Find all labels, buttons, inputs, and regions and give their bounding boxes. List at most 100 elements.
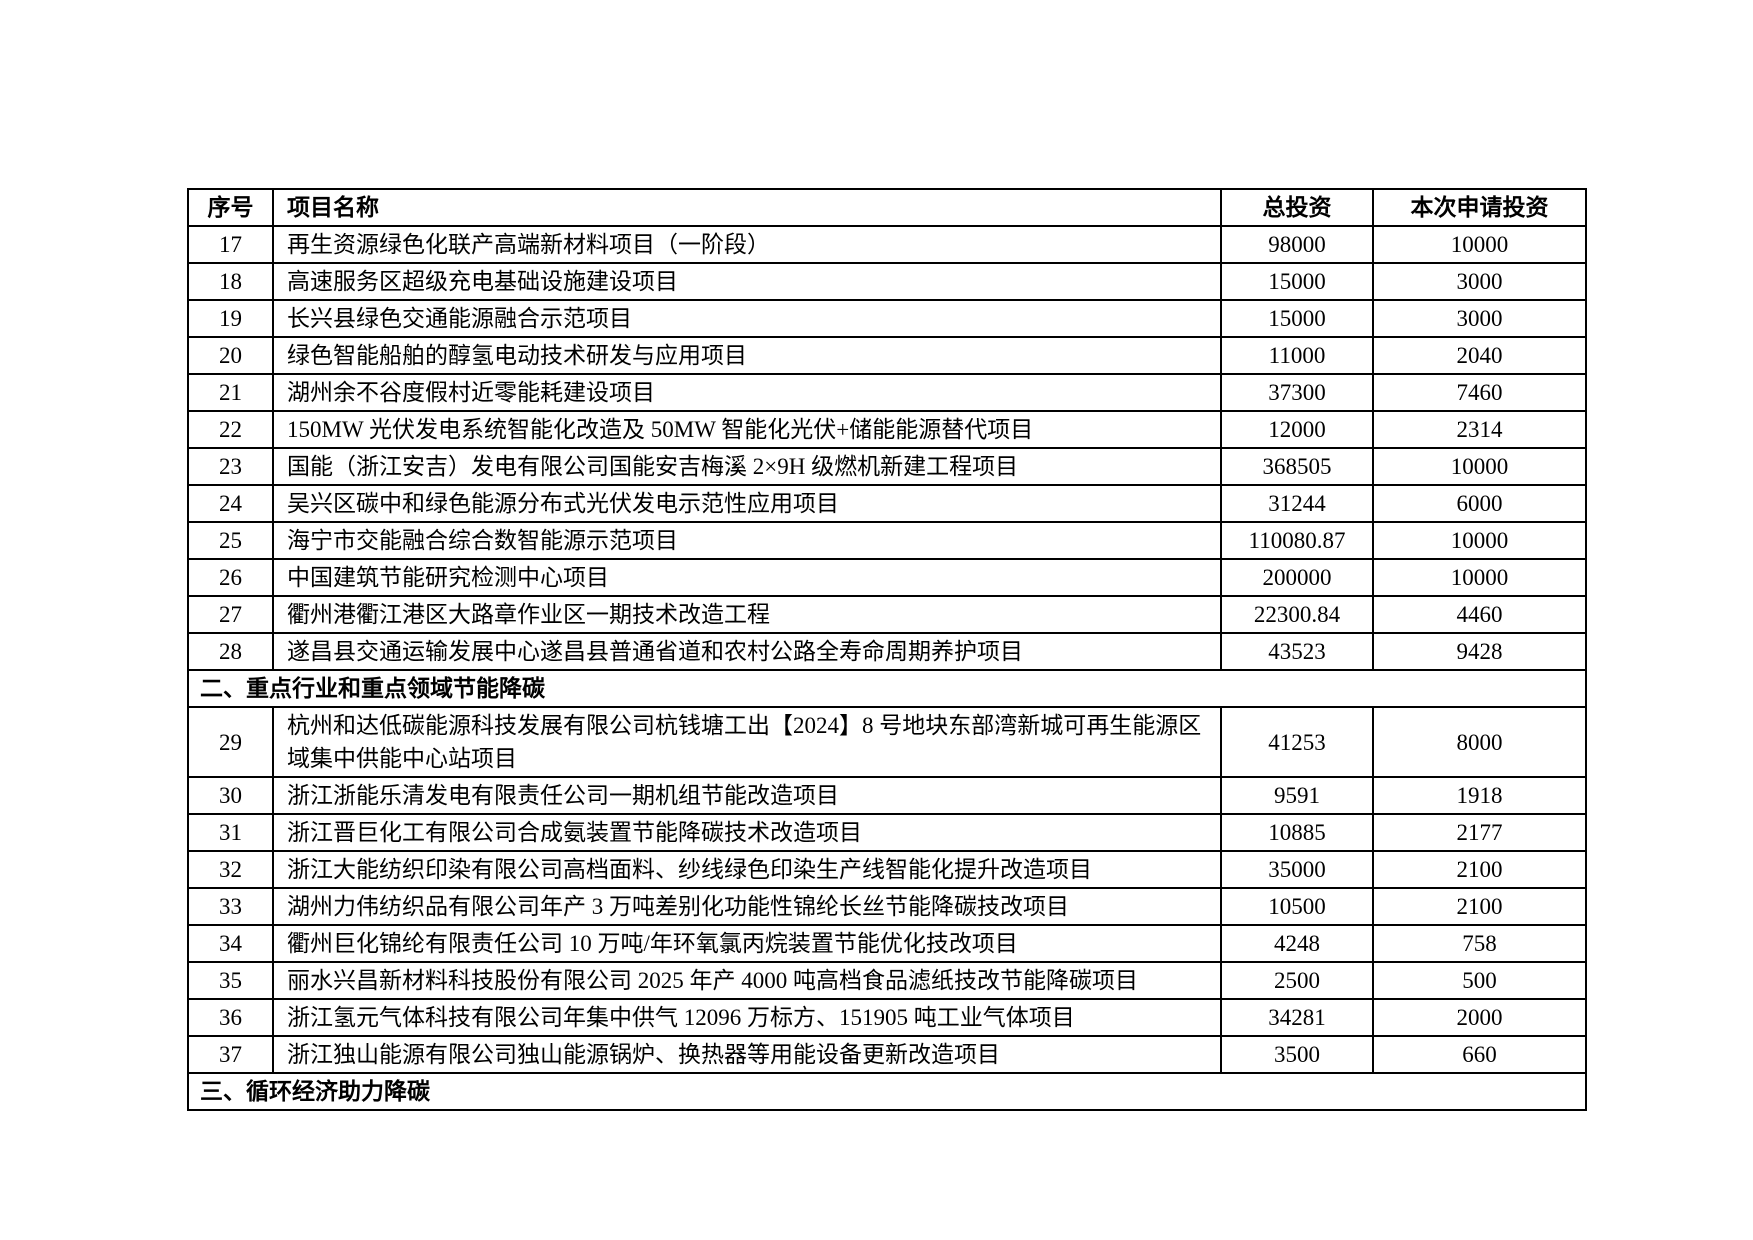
project-name-cell: 浙江大能纺织印染有限公司高档面料、纱线绿色印染生产线智能化提升改造项目 [272, 850, 1222, 889]
applied-investment-cell: 9428 [1372, 632, 1587, 671]
project-name-cell: 湖州力伟纺织品有限公司年产 3 万吨差别化功能性锦纶长丝节能降碳技改项目 [272, 887, 1222, 926]
total-investment-cell: 34281 [1220, 998, 1374, 1037]
table-row-28: 28 遂昌县交通运输发展中心遂昌县普通省道和农村公路全寿命周期养护项目 43523 9… [187, 632, 1587, 671]
row-index-cell: 22 [187, 410, 274, 449]
applied-investment-cell: 500 [1372, 961, 1587, 1000]
row-index-cell: 30 [187, 776, 274, 815]
applied-investment-cell: 1918 [1372, 776, 1587, 815]
applied-investment-cell: 10000 [1372, 558, 1587, 597]
applied-investment-cell: 2000 [1372, 998, 1587, 1037]
table-row-35: 35 丽水兴昌新材料科技股份有限公司 2025 年产 4000 吨高档食品滤纸技改… [187, 961, 1587, 1000]
project-name-cell: 长兴县绿色交通能源融合示范项目 [272, 299, 1222, 338]
section-header-label: 二、重点行业和重点领域节能降碳 [187, 669, 1587, 708]
table-row-26: 26 中国建筑节能研究检测中心项目 200000 10000 [187, 558, 1587, 597]
table-row-19: 19 长兴县绿色交通能源融合示范项目 15000 3000 [187, 299, 1587, 338]
total-investment-cell: 12000 [1220, 410, 1374, 449]
col-header-name: 项目名称 [272, 188, 1222, 227]
row-index-cell: 36 [187, 998, 274, 1037]
table-body: 17 再生资源绿色化联产高端新材料项目（一阶段） 98000 10000 18 高速服务区… [187, 225, 1587, 1111]
table-row-30: 30 浙江浙能乐清发电有限责任公司一期机组节能改造项目 9591 1918 [187, 776, 1587, 815]
project-name-cell: 浙江浙能乐清发电有限责任公司一期机组节能改造项目 [272, 776, 1222, 815]
project-name-cell: 丽水兴昌新材料科技股份有限公司 2025 年产 4000 吨高档食品滤纸技改节能… [272, 961, 1222, 1000]
applied-investment-cell: 10000 [1372, 225, 1587, 264]
project-name-cell: 国能（浙江安吉）发电有限公司国能安吉梅溪 2×9H 级燃机新建工程项目 [272, 447, 1222, 486]
total-investment-cell: 22300.84 [1220, 595, 1374, 634]
table-row-37: 37 浙江独山能源有限公司独山能源锅炉、换热器等用能设备更新改造项目 3500 660 [187, 1035, 1587, 1074]
section-header-row: 三、循环经济助力降碳 [187, 1072, 1587, 1111]
applied-investment-cell: 2100 [1372, 887, 1587, 926]
col-header-no: 序号 [187, 188, 274, 227]
applied-investment-cell: 4460 [1372, 595, 1587, 634]
table-row-34: 34 衢州巨化锦纶有限责任公司 10 万吨/年环氧氯丙烷装置节能优化技改项目 424… [187, 924, 1587, 963]
row-index-cell: 29 [187, 706, 274, 778]
total-investment-cell: 98000 [1220, 225, 1374, 264]
row-index-cell: 32 [187, 850, 274, 889]
table-row-17: 17 再生资源绿色化联产高端新材料项目（一阶段） 98000 10000 [187, 225, 1587, 264]
table-row-31: 31 浙江晋巨化工有限公司合成氨装置节能降碳技术改造项目 10885 2177 [187, 813, 1587, 852]
project-name-cell: 衢州港衢江港区大路章作业区一期技术改造工程 [272, 595, 1222, 634]
applied-investment-cell: 10000 [1372, 447, 1587, 486]
applied-investment-cell: 6000 [1372, 484, 1587, 523]
applied-investment-cell: 7460 [1372, 373, 1587, 412]
row-index-cell: 26 [187, 558, 274, 597]
project-name-cell: 浙江氢元气体科技有限公司年集中供气 12096 万标方、151905 吨工业气体… [272, 998, 1222, 1037]
total-investment-cell: 11000 [1220, 336, 1374, 375]
project-name-cell: 海宁市交能融合综合数智能源示范项目 [272, 521, 1222, 560]
total-investment-cell: 200000 [1220, 558, 1374, 597]
row-index-cell: 34 [187, 924, 274, 963]
applied-investment-cell: 3000 [1372, 262, 1587, 301]
table-row-33: 33 湖州力伟纺织品有限公司年产 3 万吨差别化功能性锦纶长丝节能降碳技改项目 10… [187, 887, 1587, 926]
row-index-cell: 31 [187, 813, 274, 852]
total-investment-cell: 15000 [1220, 262, 1374, 301]
total-investment-cell: 10500 [1220, 887, 1374, 926]
project-name-cell: 浙江晋巨化工有限公司合成氨装置节能降碳技术改造项目 [272, 813, 1222, 852]
row-index-cell: 21 [187, 373, 274, 412]
total-investment-cell: 9591 [1220, 776, 1374, 815]
section-header-label: 三、循环经济助力降碳 [187, 1072, 1587, 1111]
applied-investment-cell: 8000 [1372, 706, 1587, 778]
applied-investment-cell: 10000 [1372, 521, 1587, 560]
section-header-row: 二、重点行业和重点领域节能降碳 [187, 669, 1587, 708]
table-row-21: 21 湖州余不谷度假村近零能耗建设项目 37300 7460 [187, 373, 1587, 412]
project-name-cell: 衢州巨化锦纶有限责任公司 10 万吨/年环氧氯丙烷装置节能优化技改项目 [272, 924, 1222, 963]
table-row-32: 32 浙江大能纺织印染有限公司高档面料、纱线绿色印染生产线智能化提升改造项目 350… [187, 850, 1587, 889]
total-investment-cell: 10885 [1220, 813, 1374, 852]
total-investment-cell: 41253 [1220, 706, 1374, 778]
col-header-applied: 本次申请投资 [1372, 188, 1587, 227]
total-investment-cell: 4248 [1220, 924, 1374, 963]
table-row-36: 36 浙江氢元气体科技有限公司年集中供气 12096 万标方、151905 吨工业… [187, 998, 1587, 1037]
project-name-cell: 浙江独山能源有限公司独山能源锅炉、换热器等用能设备更新改造项目 [272, 1035, 1222, 1074]
row-index-cell: 28 [187, 632, 274, 671]
project-name-cell: 湖州余不谷度假村近零能耗建设项目 [272, 373, 1222, 412]
project-name-cell: 遂昌县交通运输发展中心遂昌县普通省道和农村公路全寿命周期养护项目 [272, 632, 1222, 671]
applied-investment-cell: 660 [1372, 1035, 1587, 1074]
total-investment-cell: 37300 [1220, 373, 1374, 412]
applied-investment-cell: 3000 [1372, 299, 1587, 338]
table-row-22: 22 150MW 光伏发电系统智能化改造及 50MW 智能化光伏+储能能源替代项目… [187, 410, 1587, 449]
total-investment-cell: 15000 [1220, 299, 1374, 338]
table-row-23: 23 国能（浙江安吉）发电有限公司国能安吉梅溪 2×9H 级燃机新建工程项目 368… [187, 447, 1587, 486]
table-header-row: 序号 项目名称 总投资 本次申请投资 [187, 188, 1587, 227]
project-name-cell: 150MW 光伏发电系统智能化改造及 50MW 智能化光伏+储能能源替代项目 [272, 410, 1222, 449]
total-investment-cell: 43523 [1220, 632, 1374, 671]
table-row-20: 20 绿色智能船舶的醇氢电动技术研发与应用项目 11000 2040 [187, 336, 1587, 375]
project-name-cell: 中国建筑节能研究检测中心项目 [272, 558, 1222, 597]
row-index-cell: 19 [187, 299, 274, 338]
projects-investment-table: 序号 项目名称 总投资 本次申请投资 17 再生资源绿色化联产高端新材料项目（一阶段） 9… [187, 188, 1587, 1111]
row-index-cell: 25 [187, 521, 274, 560]
row-index-cell: 27 [187, 595, 274, 634]
applied-investment-cell: 2314 [1372, 410, 1587, 449]
total-investment-cell: 368505 [1220, 447, 1374, 486]
col-header-total: 总投资 [1220, 188, 1374, 227]
row-index-cell: 17 [187, 225, 274, 264]
table-row-27: 27 衢州港衢江港区大路章作业区一期技术改造工程 22300.84 4460 [187, 595, 1587, 634]
project-name-cell: 吴兴区碳中和绿色能源分布式光伏发电示范性应用项目 [272, 484, 1222, 523]
total-investment-cell: 2500 [1220, 961, 1374, 1000]
applied-investment-cell: 2040 [1372, 336, 1587, 375]
table-row-18: 18 高速服务区超级充电基础设施建设项目 15000 3000 [187, 262, 1587, 301]
applied-investment-cell: 2177 [1372, 813, 1587, 852]
applied-investment-cell: 2100 [1372, 850, 1587, 889]
table-row-25: 25 海宁市交能融合综合数智能源示范项目 110080.87 10000 [187, 521, 1587, 560]
row-index-cell: 18 [187, 262, 274, 301]
